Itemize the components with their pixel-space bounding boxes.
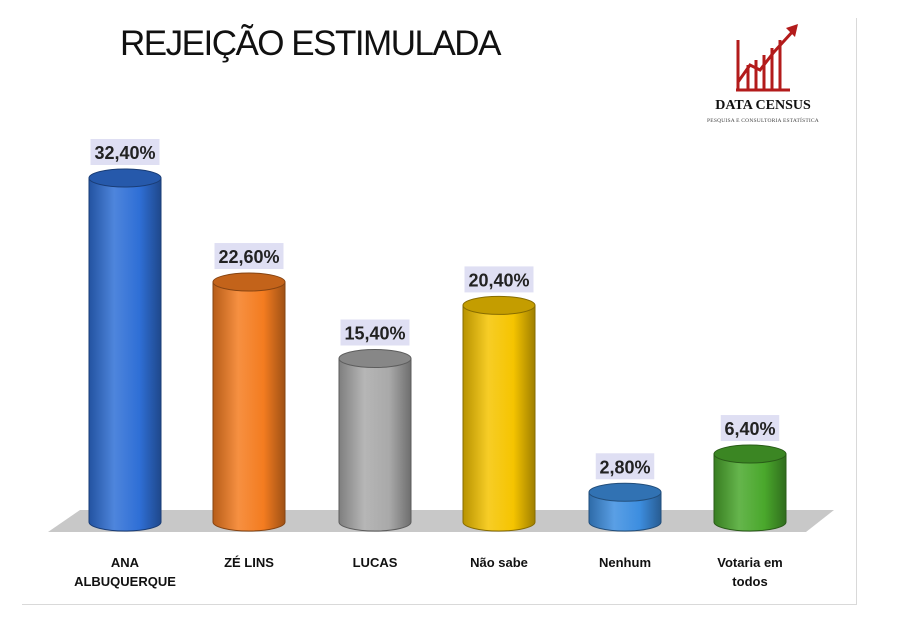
bar-body [588, 491, 662, 532]
bar-4 [588, 482, 662, 532]
bar-top [88, 168, 162, 188]
chart-title: REJEIÇÃO ESTIMULADA [120, 24, 501, 63]
data-label-box [90, 139, 160, 165]
bar-body [212, 281, 286, 532]
bar-top [588, 482, 662, 502]
data-label: 2,80% [599, 457, 650, 477]
bar-body [462, 304, 536, 532]
logo-tagline: PESQUISA E CONSULTORIA ESTATÍSTICA [707, 118, 819, 124]
data-label-box [340, 319, 410, 346]
data-label: 20,40% [468, 270, 529, 290]
logo-name: DATA CENSUS [715, 98, 811, 113]
data-label: 32,40% [94, 143, 155, 163]
bar-top [462, 295, 536, 315]
data-label: 22,60% [218, 247, 279, 267]
bar-body [88, 177, 162, 532]
category-label: ANA [111, 555, 140, 570]
category-label: Nenhum [599, 555, 651, 570]
data-census-logo: DATA CENSUS PESQUISA E CONSULTORIA ESTAT… [698, 10, 828, 140]
category-label: ALBUQUERQUE [74, 574, 176, 589]
bar-chart-arrow-icon [736, 24, 798, 92]
data-label-box [720, 415, 780, 442]
bar-2 [338, 348, 412, 532]
bar-0 [88, 168, 162, 532]
data-label-box [595, 453, 655, 480]
category-label: todos [732, 574, 767, 589]
category-label: LUCAS [353, 555, 398, 570]
bar-top [338, 348, 412, 368]
bar-top [713, 444, 787, 464]
data-label-box [464, 266, 534, 293]
data-label: 6,40% [724, 419, 775, 439]
category-label: ZÉ LINS [224, 555, 274, 570]
bar-body [713, 453, 787, 532]
data-label-box [214, 243, 284, 270]
category-label: Não sabe [470, 555, 528, 570]
bar-5 [713, 444, 787, 532]
bar-3 [462, 295, 536, 532]
bar-1 [212, 272, 286, 532]
bar-body [338, 357, 412, 532]
bar-top [212, 272, 286, 292]
data-label: 15,40% [344, 323, 405, 343]
category-label: Votaria em [717, 555, 783, 570]
